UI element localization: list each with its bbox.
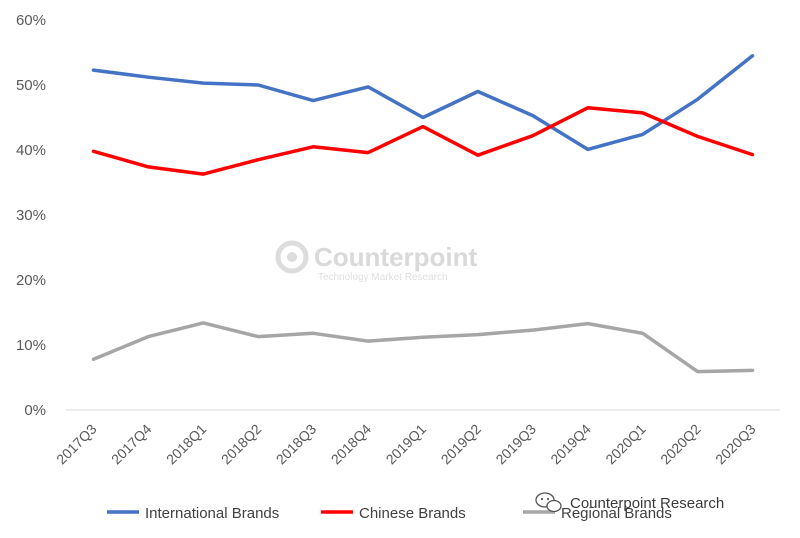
series-line-regional-brands	[91, 321, 755, 374]
x-tick-label: 2019Q2	[437, 421, 484, 468]
x-tick-label: 2019Q4	[547, 421, 594, 468]
watermark-brand: Counterpoint	[314, 242, 478, 272]
x-tick-label: 2018Q1	[163, 421, 210, 468]
x-tick-label: 2019Q3	[492, 421, 539, 468]
y-tick-label: 20%	[16, 272, 46, 289]
watermark-tagline: Technology Market Research	[318, 272, 448, 283]
x-tick-label: 2020Q2	[657, 421, 704, 468]
y-tick-label: 40%	[16, 142, 46, 159]
series-lines	[91, 54, 755, 374]
series-line-international-brands	[91, 54, 755, 152]
counterpoint-logo-icon	[275, 240, 309, 274]
legend-label-international-brands: International Brands	[145, 505, 279, 522]
x-tick-label: 2019Q1	[383, 421, 430, 468]
credit: Counterpoint Research	[535, 492, 724, 513]
x-tick-label: 2017Q4	[108, 421, 155, 468]
x-tick-label: 2020Q1	[602, 421, 649, 468]
x-tick-label: 2018Q4	[328, 421, 375, 468]
legend-label-regional-brands: Regional Brands	[561, 505, 672, 522]
y-tick-label: 30%	[16, 207, 46, 224]
series-line-chinese-brands	[91, 106, 755, 176]
x-tick-label: 2018Q2	[218, 421, 265, 468]
x-tick-label: 2020Q3	[712, 421, 759, 468]
y-axis-ticks: 0% 10% 20% 30% 40% 50% 60%	[16, 12, 46, 419]
y-tick-label: 0%	[24, 402, 46, 419]
y-tick-label: 10%	[16, 337, 46, 354]
y-tick-label: 50%	[16, 77, 46, 94]
x-tick-label: 2018Q3	[273, 421, 320, 468]
credit-text: Counterpoint Research	[570, 495, 724, 512]
watermark: Counterpoint Technology Market Research	[275, 240, 478, 283]
x-tick-label: 2017Q3	[53, 421, 100, 468]
wechat-icon	[535, 492, 562, 513]
legend: International Brands Chinese Brands Region…	[107, 505, 672, 522]
y-tick-label: 60%	[16, 12, 46, 29]
legend-label-chinese-brands: Chinese Brands	[359, 505, 466, 522]
x-axis-ticks: 2017Q3 2017Q4 2018Q1 2018Q2 2018Q3 2018Q4 2019…	[53, 421, 759, 468]
